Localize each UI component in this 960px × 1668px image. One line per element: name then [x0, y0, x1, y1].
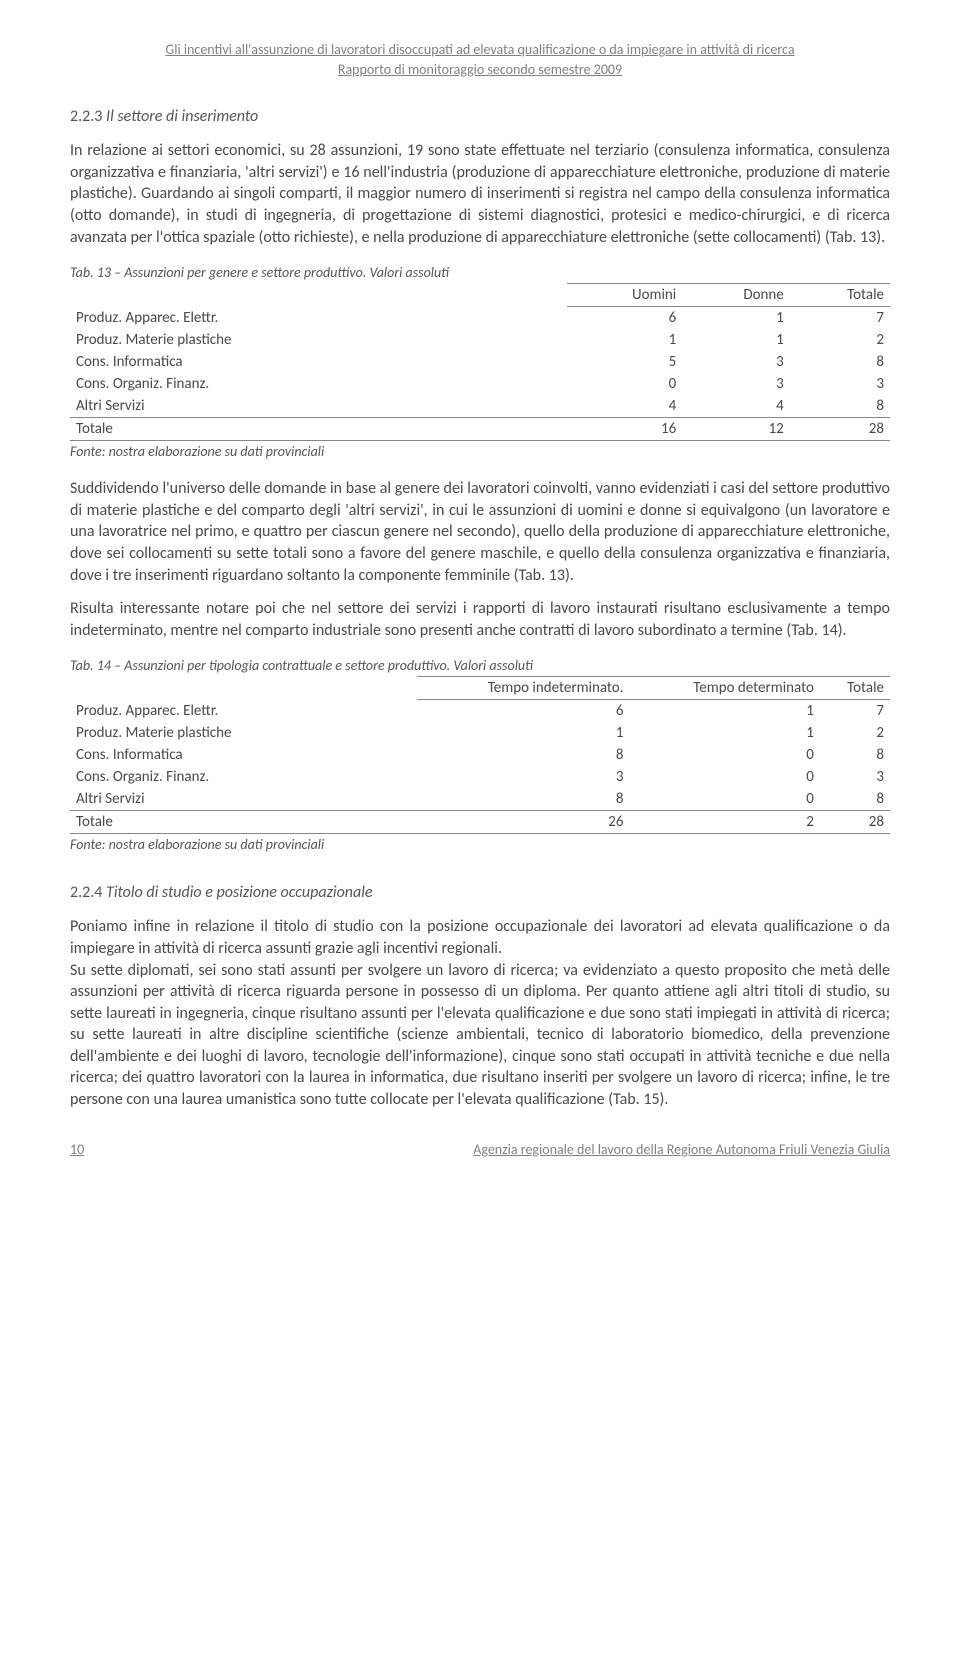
- section-223-title: Il settore di inserimento: [106, 107, 258, 126]
- col-uomini: Uomini: [567, 284, 683, 307]
- header-subtitle: Rapporto di monitoraggio secondo semestr…: [70, 60, 890, 80]
- page-footer: 10 Agenzia regionale del lavoro della Re…: [70, 1141, 890, 1158]
- table-total-row: Totale26228: [70, 811, 890, 834]
- tab14-table: Tempo indeterminato. Tempo determinato T…: [70, 676, 890, 834]
- col-tempo-ind: Tempo indeterminato.: [417, 677, 629, 700]
- tab14-source: Fonte: nostra elaborazione su dati provi…: [70, 836, 890, 853]
- table-header-row: Uomini Donne Totale: [70, 284, 890, 307]
- page-number: 10: [70, 1141, 84, 1158]
- table-row: Produz. Materie plastiche112: [70, 722, 890, 744]
- table-header-row: Tempo indeterminato. Tempo determinato T…: [70, 677, 890, 700]
- table-row: Produz. Apparec. Elettr.617: [70, 700, 890, 723]
- para-after-tab13-2: Risulta interessante notare poi che nel …: [70, 598, 890, 641]
- table-row: Produz. Apparec. Elettr.617: [70, 307, 890, 330]
- footer-text: Agenzia regionale del lavoro della Regio…: [473, 1141, 890, 1158]
- section-223-heading: 2.2.3 Il settore di inserimento: [70, 107, 890, 126]
- header-title: Gli incentivi all'assunzione di lavorato…: [70, 40, 890, 60]
- section-224-para: Poniamo infine in relazione il titolo di…: [70, 916, 890, 1110]
- col-label: [70, 284, 567, 307]
- section-224-num: 2.2.4: [70, 883, 102, 902]
- page-header: Gli incentivi all'assunzione di lavorato…: [70, 40, 890, 79]
- table-row: Altri Servizi448: [70, 395, 890, 418]
- table-row: Cons. Organiz. Finanz.033: [70, 373, 890, 395]
- table-row: Cons. Organiz. Finanz.303: [70, 766, 890, 788]
- section-224-title: Titolo di studio e posizione occupaziona…: [106, 883, 373, 902]
- table-row: Cons. Informatica538: [70, 351, 890, 373]
- para-after-tab13-1: Suddividendo l'universo delle domande in…: [70, 478, 890, 586]
- col-totale: Totale: [790, 284, 890, 307]
- col-label: [70, 677, 417, 700]
- section-223-para: In relazione ai settori economici, su 28…: [70, 140, 890, 248]
- tab13-table: Uomini Donne Totale Produz. Apparec. Ele…: [70, 283, 890, 441]
- col-totale: Totale: [820, 677, 890, 700]
- table-total-row: Totale161228: [70, 418, 890, 441]
- table-row: Produz. Materie plastiche112: [70, 329, 890, 351]
- section-223-num: 2.2.3: [70, 107, 102, 126]
- col-tempo-det: Tempo determinato: [630, 677, 820, 700]
- tab13-title: Tab. 13 – Assunzioni per genere e settor…: [70, 264, 890, 281]
- tab14-title: Tab. 14 – Assunzioni per tipologia contr…: [70, 657, 890, 674]
- section-224-heading: 2.2.4 Titolo di studio e posizione occup…: [70, 883, 890, 902]
- col-donne: Donne: [682, 284, 790, 307]
- tab13-source: Fonte: nostra elaborazione su dati provi…: [70, 443, 890, 460]
- table-row: Altri Servizi808: [70, 788, 890, 811]
- table-row: Cons. Informatica808: [70, 744, 890, 766]
